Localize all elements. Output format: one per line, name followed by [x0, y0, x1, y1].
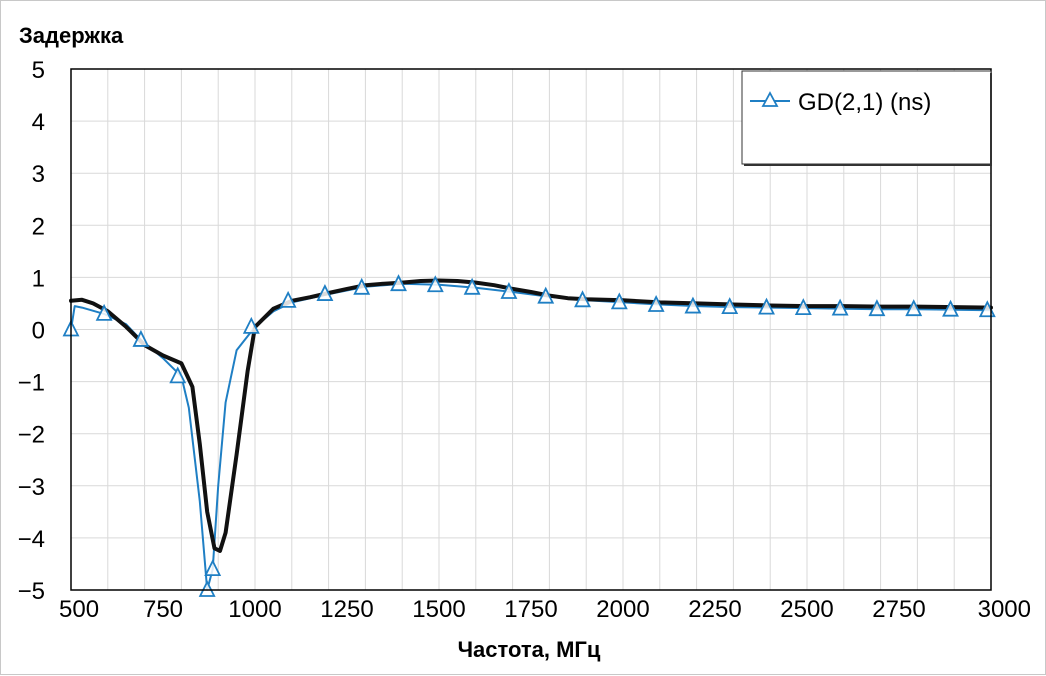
x-tick-label: 1250 [320, 596, 373, 623]
legend-triangle-marker [761, 91, 779, 107]
series-gd21-marker [132, 329, 150, 347]
x-tick-label: 2500 [780, 596, 833, 623]
x-tick-label: 500 [59, 596, 99, 623]
y-tick-label: −4 [18, 526, 45, 553]
series-gd21-marker [574, 290, 591, 308]
y-axis-title: Задержка [19, 23, 124, 48]
series-gd21-marker [868, 299, 886, 317]
x-axis-title: Частота, МГц [458, 637, 601, 662]
y-tick-label: 4 [32, 109, 45, 136]
x-tick-label: 2750 [872, 596, 925, 623]
legend-box [741, 70, 992, 165]
legend-label: GD(2,1) (ns) [798, 89, 931, 116]
y-tick-label: −2 [18, 422, 45, 449]
y-tick-label: 5 [32, 57, 45, 84]
series-gd21-marker [198, 579, 216, 597]
series-gd21-marker [942, 299, 959, 317]
x-tick-label: 1000 [228, 596, 281, 623]
legend: GD(2,1) (ns) [741, 70, 992, 166]
series-gd21-marker [794, 298, 812, 316]
series-gd21-marker [204, 559, 222, 577]
y-tick-label: −1 [18, 370, 45, 397]
x-tick-label: 1500 [412, 596, 465, 623]
series-gd21-marker [500, 281, 518, 299]
series-gd21-marker [390, 274, 407, 292]
tick-labels: 500 750 1000 1250 1500 1750 2000 2250 2500 2750 30… [18, 57, 1031, 623]
series-gd21-marker [353, 277, 371, 295]
series-gd21-marker [647, 295, 665, 312]
y-tick-label: 0 [32, 318, 45, 345]
y-tick-label: 3 [32, 161, 45, 188]
series-gd21-marker [905, 299, 923, 317]
series-gd21-marker [95, 303, 113, 321]
series-gd21-marker [721, 297, 739, 314]
y-tick-label: 1 [32, 265, 45, 292]
y-tick-label: −5 [18, 578, 45, 605]
series-gd21-marker [242, 316, 260, 334]
x-tick-label: 3000 [978, 596, 1031, 623]
y-tick-label: 2 [32, 213, 45, 240]
x-tick-label: 2250 [688, 596, 741, 623]
series-gd21-marker [463, 277, 481, 295]
series-gd21-marker [610, 292, 628, 310]
series-gd21-marker [316, 284, 334, 301]
series-layer [62, 274, 996, 597]
series-gd21-marker [684, 296, 702, 314]
series-gd21-marker [537, 286, 555, 304]
series-gd21-marker [831, 298, 849, 316]
series-gd21-marker [758, 297, 775, 315]
grid [71, 69, 991, 590]
x-tick-label: 750 [143, 596, 183, 623]
series-gd21-marker [169, 366, 187, 384]
y-tick-label: −3 [18, 474, 45, 501]
x-tick-label: 2000 [596, 596, 649, 623]
series-black-line [69, 278, 993, 553]
x-tick-label: 1750 [504, 596, 557, 623]
series-gd21-marker [279, 290, 297, 308]
plot-border [70, 68, 992, 591]
series-gd21-marker [426, 275, 444, 293]
